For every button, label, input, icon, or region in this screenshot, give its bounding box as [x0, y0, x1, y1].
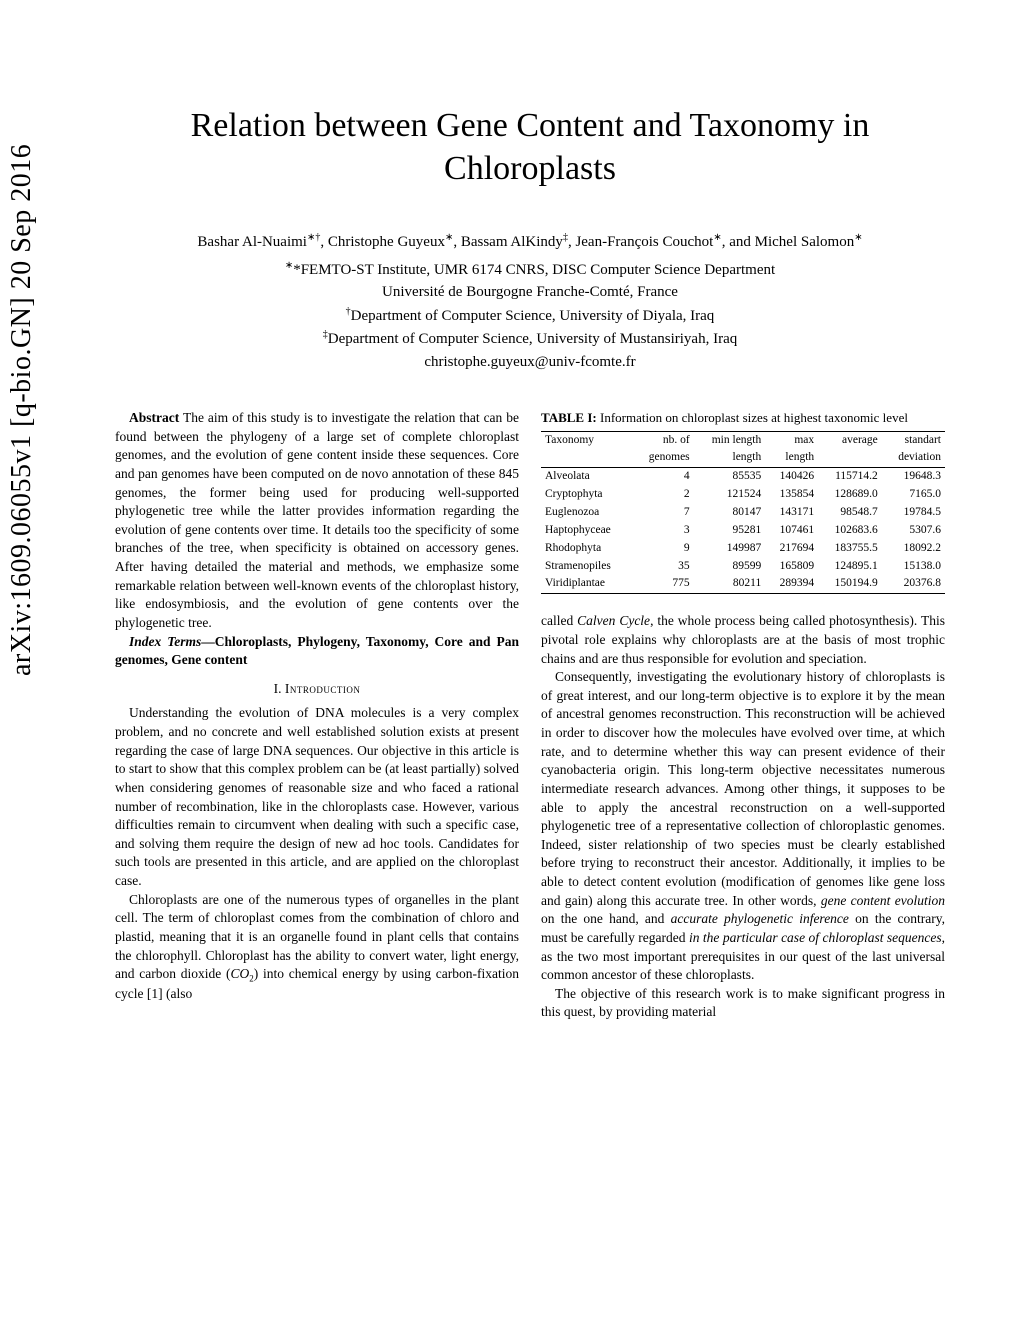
table-cell: 85535	[694, 468, 766, 486]
table-cell: Viridiplantae	[541, 575, 633, 593]
table-cell: Stramenopiles	[541, 558, 633, 576]
table-row: Haptophyceae395281107461102683.65307.6	[541, 522, 945, 540]
th2-3: length	[765, 449, 818, 467]
section-heading-intro: I. Introduction	[115, 680, 519, 699]
abstract-label: Abstract	[129, 410, 179, 425]
table-row: Alveolata485535140426115714.219648.3	[541, 468, 945, 486]
table-cell: Cryptophyta	[541, 486, 633, 504]
table-cell: 9	[633, 540, 694, 558]
th-taxonomy: Taxonomy	[541, 431, 633, 449]
col2-paragraph-2: Consequently, investigating the evolutio…	[541, 668, 945, 985]
table-cell: 135854	[765, 486, 818, 504]
table-cell: 289394	[765, 575, 818, 593]
table-cell: 149987	[694, 540, 766, 558]
table-cell: 20376.8	[882, 575, 945, 593]
table-cell: 5307.6	[882, 522, 945, 540]
table-cell: 2	[633, 486, 694, 504]
table-cell: 18092.2	[882, 540, 945, 558]
table-row: Euglenozoa78014714317198548.719784.5	[541, 504, 945, 522]
table-cell: 121524	[694, 486, 766, 504]
table-cell: 80211	[694, 575, 766, 593]
c2p2-mid1: on the one hand, and	[541, 911, 671, 926]
table-caption-text: Information on chloroplast sizes at high…	[597, 410, 908, 425]
table-cell: 19784.5	[882, 504, 945, 522]
col2-paragraph-3: The objective of this research work is t…	[541, 985, 945, 1022]
c2p2-em2: accurate phylogenetic inference	[671, 911, 849, 926]
table-cell: 4	[633, 468, 694, 486]
table-cell: Euglenozoa	[541, 504, 633, 522]
table-cell: 115714.2	[818, 468, 882, 486]
table-cell: 102683.6	[818, 522, 882, 540]
c2p2-em3: in the particular case of chloroplast se…	[689, 930, 942, 945]
affiliation-3: †Department of Computer Science, Univers…	[115, 304, 945, 328]
th-max: max	[765, 431, 818, 449]
th-std: standart	[882, 431, 945, 449]
section-number: I.	[274, 681, 285, 696]
affiliation-2: Université de Bourgogne Franche-Comté, F…	[115, 281, 945, 304]
table-cell: 140426	[765, 468, 818, 486]
table-row: Cryptophyta2121524135854128689.07165.0	[541, 486, 945, 504]
th-nb: nb. of	[633, 431, 694, 449]
table-row: Rhodophyta9149987217694183755.518092.2	[541, 540, 945, 558]
c2p1-pre: called	[541, 613, 577, 628]
table-cell: 35	[633, 558, 694, 576]
authors-line: Bashar Al-Nuaimi∗†, Christophe Guyeux∗, …	[115, 230, 945, 254]
table-caption-label: TABLE I:	[541, 410, 597, 425]
table-cell: 143171	[765, 504, 818, 522]
th2-5: deviation	[882, 449, 945, 467]
table-cell: 80147	[694, 504, 766, 522]
affiliation-4: ‡Department of Computer Science, Univers…	[115, 327, 945, 351]
table-cell: 128689.0	[818, 486, 882, 504]
section-label: Introduction	[285, 681, 361, 696]
arxiv-identifier: arXiv:1609.06055v1 [q-bio.GN] 20 Sep 201…	[6, 144, 38, 676]
table-cell: 217694	[765, 540, 818, 558]
table-cell: Alveolata	[541, 468, 633, 486]
table-cell: 165809	[765, 558, 818, 576]
abstract: Abstract The aim of this study is to inv…	[115, 409, 519, 633]
left-column: Abstract The aim of this study is to inv…	[115, 409, 519, 1022]
co2-formula: CO	[231, 966, 250, 981]
affiliation-1-text: *FEMTO-ST Institute, UMR 6174 CNRS, DISC…	[293, 262, 775, 278]
table-cell: 7	[633, 504, 694, 522]
paper-content: Relation between Gene Content and Taxono…	[115, 105, 945, 1022]
table-cell: Rhodophyta	[541, 540, 633, 558]
table-cell: 150194.9	[818, 575, 882, 593]
intro-paragraph-1: Understanding the evolution of DNA molec…	[115, 704, 519, 890]
table-cell: 89599	[694, 558, 766, 576]
th2-4	[818, 449, 882, 467]
table-caption: TABLE I: Information on chloroplast size…	[541, 409, 945, 427]
th-avg: average	[818, 431, 882, 449]
table-cell: Haptophyceae	[541, 522, 633, 540]
th2-2: length	[694, 449, 766, 467]
table-cell: 107461	[765, 522, 818, 540]
th-min: min length	[694, 431, 766, 449]
table-row: Viridiplantae77580211289394150194.920376…	[541, 575, 945, 593]
intro-paragraph-2: Chloroplasts are one of the numerous typ…	[115, 891, 519, 1004]
table-cell: 775	[633, 575, 694, 593]
col2-paragraph-1: called Calven Cycle, the whole process b…	[541, 612, 945, 668]
abstract-body: The aim of this study is to investigate …	[115, 410, 519, 630]
table-row: Stramenopiles3589599165809124895.115138.…	[541, 558, 945, 576]
c2p1-em: Calven Cycle	[577, 613, 650, 628]
table-cell: 124895.1	[818, 558, 882, 576]
th2-1: genomes	[633, 449, 694, 467]
contact-email: christophe.guyeux@univ-fcomte.fr	[115, 351, 945, 374]
table-cell: 3	[633, 522, 694, 540]
table-cell: 15138.0	[882, 558, 945, 576]
index-terms: Index Terms—Chloroplasts, Phylogeny, Tax…	[115, 633, 519, 670]
paper-title: Relation between Gene Content and Taxono…	[115, 105, 945, 190]
taxonomy-table: Taxonomy nb. of min length max average s…	[541, 431, 945, 595]
affiliation-1: ∗*FEMTO-ST Institute, UMR 6174 CNRS, DIS…	[115, 258, 945, 282]
table-cell: 95281	[694, 522, 766, 540]
c2p2-pre: Consequently, investigating the evolutio…	[541, 669, 945, 908]
table-cell: 19648.3	[882, 468, 945, 486]
th2-0	[541, 449, 633, 467]
table-cell: 183755.5	[818, 540, 882, 558]
table-cell: 7165.0	[882, 486, 945, 504]
right-column: TABLE I: Information on chloroplast size…	[541, 409, 945, 1022]
index-terms-label: Index Terms	[129, 634, 201, 649]
c2p2-em1: gene content evolution	[821, 893, 945, 908]
table-cell: 98548.7	[818, 504, 882, 522]
